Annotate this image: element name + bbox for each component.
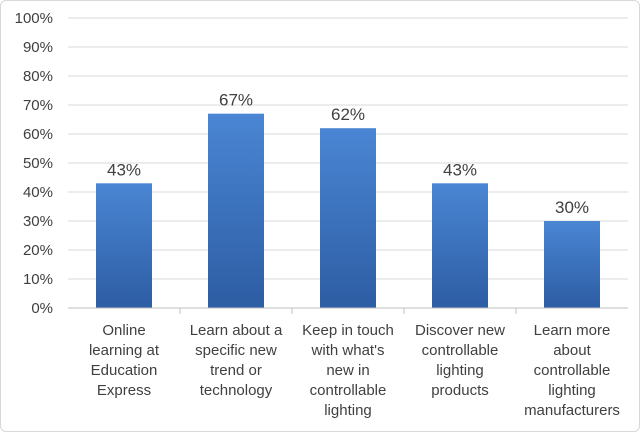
bar <box>320 128 376 308</box>
category-label-line: controllable <box>422 342 499 359</box>
data-labels: 43% 67% 62% 43% 30% <box>107 91 589 217</box>
data-label: 67% <box>219 91 253 110</box>
category-label-line: Keep in touch <box>302 322 394 339</box>
category-label-line: technology <box>200 382 273 399</box>
category-label-line: Learn about a <box>190 322 283 339</box>
category-label-line: controllable <box>310 382 387 399</box>
category-label-line: manufacturers <box>524 402 620 419</box>
category-label: Keep in touch with what's new in controllab… <box>302 322 394 419</box>
category-label-line: new in <box>326 362 369 379</box>
category-label-line: Learn more <box>534 322 611 339</box>
category-label-line: Discover new <box>415 322 505 339</box>
x-axis <box>68 307 628 314</box>
y-tick-label: 100% <box>15 10 53 27</box>
x-axis-category-labels: Online learning at Education Express Learn a… <box>89 322 620 419</box>
category-label-line: products <box>431 382 489 399</box>
y-tick-label: 10% <box>23 271 53 288</box>
y-tick-label: 70% <box>23 97 53 114</box>
data-label: 43% <box>107 160 141 179</box>
category-label: Online learning at Education Express <box>89 322 160 399</box>
category-label-line: trend or <box>210 362 262 379</box>
category-label-line: Express <box>97 382 151 399</box>
category-label-line: learning at <box>89 342 160 359</box>
y-tick-label: 80% <box>23 68 53 85</box>
category-label: Discover new controllable lighting products <box>415 322 505 399</box>
data-label: 43% <box>443 160 477 179</box>
bar <box>432 183 488 308</box>
category-label-line: Online <box>102 322 145 339</box>
category-label-line: about <box>553 342 591 359</box>
category-label-line: lighting <box>324 402 372 419</box>
y-tick-label: 50% <box>23 155 53 172</box>
y-tick-label: 90% <box>23 39 53 56</box>
category-label-line: lighting <box>436 362 484 379</box>
bars <box>96 113 600 308</box>
category-label-line: lighting <box>548 382 596 399</box>
y-tick-label: 20% <box>23 242 53 259</box>
y-tick-label: 60% <box>23 126 53 143</box>
category-label-line: with what's <box>311 342 385 359</box>
data-label: 62% <box>331 105 365 124</box>
bar <box>96 183 152 308</box>
gridlines <box>68 17 628 280</box>
bar <box>208 113 264 308</box>
category-label-line: specific new <box>195 342 277 359</box>
category-label: Learn more about controllable lighting manuf… <box>524 322 620 419</box>
bar <box>544 221 600 308</box>
category-label-line: Education <box>91 362 158 379</box>
category-label-line: controllable <box>534 362 611 379</box>
y-tick-label: 30% <box>23 213 53 230</box>
category-label: Learn about a specific new trend or technol… <box>190 322 283 399</box>
y-axis-tick-labels: 0% 10% 20% 30% 40% 50% 60% 70% 80% 90% 100% <box>15 10 53 317</box>
data-label: 30% <box>555 198 589 217</box>
y-tick-label: 40% <box>23 184 53 201</box>
y-tick-label: 0% <box>31 300 53 317</box>
